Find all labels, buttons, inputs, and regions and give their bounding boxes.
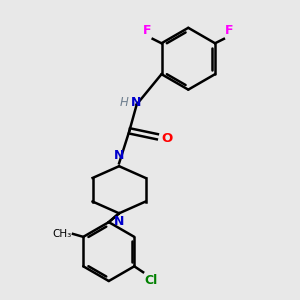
Text: N: N [114, 215, 124, 228]
Text: N: N [131, 96, 141, 110]
Text: H: H [120, 96, 128, 110]
Text: CH₃: CH₃ [52, 229, 71, 239]
Text: F: F [225, 24, 234, 38]
Text: F: F [143, 24, 151, 38]
Text: N: N [114, 149, 124, 162]
Text: O: O [162, 132, 173, 145]
Text: Cl: Cl [145, 274, 158, 287]
